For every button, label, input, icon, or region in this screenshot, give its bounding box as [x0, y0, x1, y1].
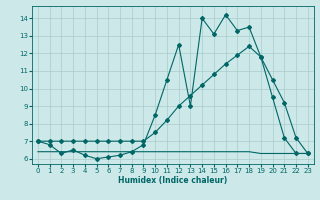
- X-axis label: Humidex (Indice chaleur): Humidex (Indice chaleur): [118, 176, 228, 185]
